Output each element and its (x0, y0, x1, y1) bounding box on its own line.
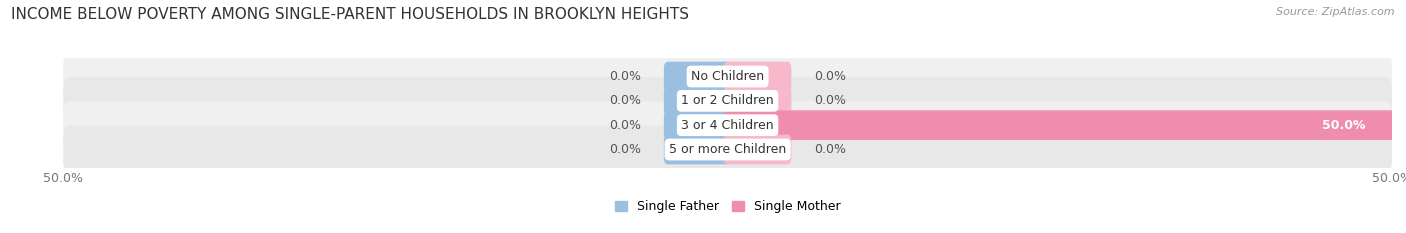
Text: 0.0%: 0.0% (609, 94, 641, 107)
FancyBboxPatch shape (724, 110, 1396, 140)
Text: 0.0%: 0.0% (814, 143, 846, 156)
FancyBboxPatch shape (724, 62, 792, 91)
FancyBboxPatch shape (724, 135, 792, 164)
Text: INCOME BELOW POVERTY AMONG SINGLE-PARENT HOUSEHOLDS IN BROOKLYN HEIGHTS: INCOME BELOW POVERTY AMONG SINGLE-PARENT… (11, 7, 689, 22)
Text: 0.0%: 0.0% (814, 94, 846, 107)
Text: Source: ZipAtlas.com: Source: ZipAtlas.com (1277, 7, 1395, 17)
FancyBboxPatch shape (63, 77, 1392, 125)
Text: 3 or 4 Children: 3 or 4 Children (682, 119, 773, 132)
Text: 50.0%: 50.0% (1322, 119, 1365, 132)
FancyBboxPatch shape (664, 110, 731, 140)
FancyBboxPatch shape (664, 135, 731, 164)
Text: 1 or 2 Children: 1 or 2 Children (682, 94, 773, 107)
Text: 0.0%: 0.0% (814, 70, 846, 83)
Text: 5 or more Children: 5 or more Children (669, 143, 786, 156)
FancyBboxPatch shape (63, 53, 1392, 100)
Text: 0.0%: 0.0% (609, 70, 641, 83)
FancyBboxPatch shape (664, 86, 731, 116)
FancyBboxPatch shape (63, 126, 1392, 173)
FancyBboxPatch shape (664, 62, 731, 91)
FancyBboxPatch shape (63, 101, 1392, 149)
Legend: Single Father, Single Mother: Single Father, Single Mother (610, 195, 845, 219)
Text: No Children: No Children (690, 70, 765, 83)
Text: 0.0%: 0.0% (609, 119, 641, 132)
FancyBboxPatch shape (724, 86, 792, 116)
Text: 0.0%: 0.0% (609, 143, 641, 156)
